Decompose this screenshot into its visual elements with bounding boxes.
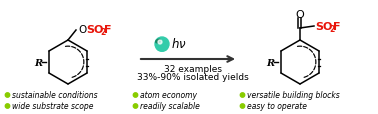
Text: readily scalable: readily scalable [140,102,200,111]
Circle shape [5,93,10,97]
Text: versatile building blocks: versatile building blocks [247,91,340,100]
Circle shape [155,38,169,52]
Text: SO: SO [315,22,332,32]
Text: atom economy: atom economy [140,91,197,100]
Text: 33%-90% isolated yields: 33%-90% isolated yields [137,73,249,82]
Text: 2: 2 [100,28,105,37]
Text: easy to operate: easy to operate [247,102,307,111]
Text: R: R [34,58,42,67]
Circle shape [5,104,10,108]
Text: sustainable conditions: sustainable conditions [12,91,98,100]
Circle shape [240,93,245,97]
Text: F: F [333,22,341,32]
Text: O: O [78,25,86,35]
Ellipse shape [156,40,160,43]
Text: $h\nu$: $h\nu$ [171,37,187,51]
Text: O: O [296,10,304,20]
Text: 2: 2 [329,25,334,34]
Circle shape [133,104,138,108]
Circle shape [240,104,245,108]
Ellipse shape [156,43,167,52]
Text: F: F [104,25,112,35]
Circle shape [158,41,162,45]
Text: wide substrate scope: wide substrate scope [12,102,93,111]
Text: R: R [266,58,274,67]
Circle shape [133,93,138,97]
Text: SO: SO [86,25,103,35]
Text: 32 examples: 32 examples [164,64,222,73]
